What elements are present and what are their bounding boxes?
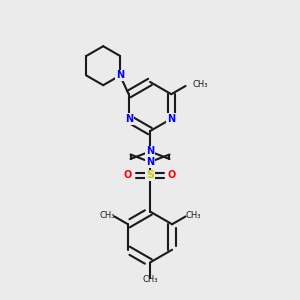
Text: N: N [124, 114, 133, 124]
Text: CH₃: CH₃ [142, 275, 158, 284]
Text: N: N [116, 70, 124, 80]
Text: S: S [146, 170, 154, 181]
Text: N: N [167, 114, 176, 124]
Text: CH₃: CH₃ [185, 211, 201, 220]
Text: N: N [146, 157, 154, 167]
Text: CH₃: CH₃ [192, 80, 208, 89]
Text: N: N [146, 146, 154, 157]
Text: O: O [124, 170, 132, 181]
Text: O: O [168, 170, 176, 181]
Text: CH₃: CH₃ [99, 211, 115, 220]
